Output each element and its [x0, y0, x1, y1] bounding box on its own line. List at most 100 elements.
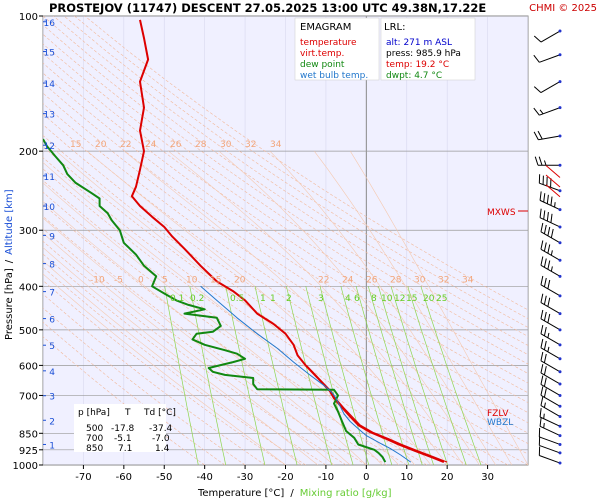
y-axis-title-pressure: Pressure [hPa]: [4, 268, 15, 340]
wind-barb-feather: [544, 278, 546, 287]
wind-barb-half-feather: [555, 202, 556, 207]
temperature-tick-label: -10: [318, 472, 334, 483]
wind-barb-shaft: [540, 218, 560, 227]
table-cell: 850: [86, 444, 103, 454]
adiabat-label: 26: [366, 275, 378, 285]
wind-barb-dot: [559, 275, 562, 278]
wind-barb-feather: [534, 87, 541, 93]
wind-barb-dot: [559, 189, 562, 192]
wind-barb-feather: [544, 296, 546, 305]
wind-barb-half-feather: [548, 347, 549, 352]
wind-barb-feather: [551, 229, 553, 238]
wind-barb-feather: [548, 244, 550, 253]
wind-barb: [541, 325, 562, 346]
wind-barb-feather: [544, 210, 545, 219]
wind-barb-half-feather: [544, 414, 545, 419]
wind-barb-dot: [559, 53, 562, 56]
temperature-tick-label: 30: [481, 472, 494, 483]
pressure-tick-label: 850: [19, 429, 38, 440]
altitude-tick-label: 13: [44, 111, 55, 121]
wind-barb-feather: [541, 294, 543, 303]
altitude-tick-label: 11: [44, 173, 55, 183]
altitude-tick-label: 10: [44, 203, 56, 213]
mixing-ratio-label: 0.5: [230, 294, 244, 304]
wind-barb-shaft: [539, 437, 560, 445]
adiabat-label: 20: [234, 275, 246, 285]
wind-barb-feather: [538, 131, 542, 139]
legend-item-temperature: temperature: [300, 38, 357, 48]
lrl-temperature: temp: 19.2 °C: [386, 60, 449, 70]
wind-barb-feather: [551, 214, 552, 223]
wind-barb-dot: [559, 425, 562, 428]
lrl-heading: LRL:: [384, 22, 405, 33]
wind-barb: [541, 386, 562, 407]
wind-barb-dot: [559, 80, 562, 83]
mixing-ratio-label: 8: [371, 294, 377, 304]
pressure-tick-label: 500: [19, 326, 38, 337]
isotherm-label: 30: [220, 140, 232, 150]
mixing-ratio-label: 3: [318, 294, 324, 304]
wind-barb-dot: [559, 451, 562, 454]
altitude-tick-label: 5: [49, 342, 55, 352]
adiabat-label: -5: [114, 275, 123, 285]
adiabat-label: 5: [162, 275, 168, 285]
wind-barb-dot: [559, 328, 562, 331]
wind-barb-shaft: [540, 200, 560, 209]
wind-barb-shaft: [540, 426, 560, 435]
temperature-tick-label: -30: [237, 472, 253, 483]
mixing-ratio-label: 1: [260, 294, 266, 304]
pressure-tick-label: 600: [19, 361, 38, 372]
wind-barb: [540, 191, 561, 211]
adiabat-label: 0: [138, 275, 144, 285]
wind-barb-feather: [535, 157, 538, 166]
wind-barb-shaft: [541, 373, 560, 384]
wind-barb-shaft: [541, 265, 560, 276]
wind-barb-feather: [541, 339, 543, 348]
legend-item-virt-temp: virt.temp.: [300, 49, 344, 59]
wind-barb: [534, 30, 561, 43]
wind-barb-feather: [544, 341, 546, 350]
wind-barb-shaft: [541, 232, 560, 243]
wind-barb-shaft: [541, 319, 560, 330]
table-header-t: T: [124, 408, 131, 418]
wind-barb-half-feather: [544, 423, 545, 428]
mixing-ratio-label: 6: [354, 294, 360, 304]
table-header-td: Td [°C]: [143, 408, 176, 418]
altitude-tick-label: 3: [49, 393, 55, 403]
table-header-p: p [hPa]: [78, 408, 110, 418]
wind-barb: [539, 436, 561, 454]
wind-barb-dot: [559, 134, 562, 137]
lrl-box: LRL: alt: 271 m ASL press: 985.9 hPa tem…: [381, 18, 475, 81]
wind-barb-feather: [541, 386, 543, 395]
altitude-tick-label: 12: [44, 142, 55, 152]
table-cell: 500: [86, 424, 103, 434]
credit-text: CHMI © 2025: [529, 3, 597, 14]
altitude-tick-label: 14: [44, 80, 56, 90]
wind-barb: [540, 209, 561, 229]
wind-barb-shaft: [539, 456, 560, 464]
altitude-tick-label: 2: [49, 417, 55, 427]
isotherm-label: 26: [170, 140, 182, 150]
wind-barb-shaft: [539, 445, 560, 453]
altitude-tick-label: 9: [49, 232, 55, 242]
wind-barb-feather: [544, 327, 546, 336]
wind-barb-half-feather: [540, 110, 543, 114]
wind-barb-feather: [541, 325, 543, 334]
level-table: p [hPa] T Td [°C] 500 -17.8 -37.4 700 -5…: [74, 404, 176, 454]
table-cell: 700: [86, 434, 103, 444]
table-cell: -7.0: [152, 434, 170, 444]
wind-barb-shaft: [541, 303, 560, 314]
mixing-ratio-label: 12: [394, 294, 405, 304]
wind-barb-feather: [534, 132, 538, 140]
y-axis-title: Pressure [hPa]/Altitude [km]: [4, 189, 15, 340]
y-axis-title-sep: /: [4, 259, 15, 263]
wind-barb-shaft: [540, 417, 560, 426]
table-cell: 1.4: [155, 444, 170, 454]
wind-barbs: [534, 30, 562, 465]
wind-barb-feather: [548, 227, 550, 236]
x-axis-title-temperature: Temperature [°C]: [197, 488, 284, 499]
altitude-tick-label: 6: [49, 316, 55, 326]
isotherm-label: 20: [95, 140, 107, 150]
